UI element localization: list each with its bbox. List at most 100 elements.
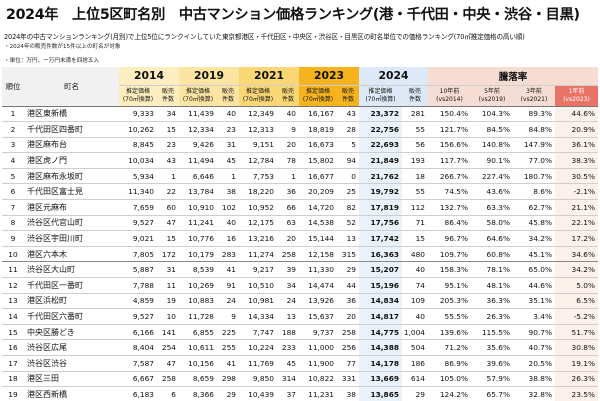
price-2019: 10,269 (179, 277, 217, 294)
count-2023: 315 (337, 246, 359, 263)
header-count-2021: 販売 件数 (277, 85, 299, 107)
price-2024: 13,865 (359, 386, 402, 401)
count-2024: 74 (402, 277, 428, 294)
count-2021: 20 (277, 137, 299, 154)
growth-3y: 90.7% (513, 324, 555, 341)
town-name: 千代田区一番町 (24, 277, 119, 294)
header-year-2014: 2014 (119, 67, 179, 86)
count-2021: 1 (277, 168, 299, 185)
count-2021: 13 (277, 308, 299, 325)
growth-5y: 90.1% (471, 152, 513, 169)
growth-5y: 65.7% (471, 386, 513, 401)
price-2014: 10,262 (119, 121, 157, 138)
growth-5y: 48.1% (471, 277, 513, 294)
price-2024: 13,669 (359, 371, 402, 388)
count-2014: 10 (157, 308, 179, 325)
price-2023: 14,720 (299, 199, 337, 216)
price-2023: 20,209 (299, 183, 337, 201)
note-target: ・2024年の販売件数が15件以上の町名が対象 (4, 44, 121, 50)
count-2023: 36 (337, 293, 359, 310)
count-2023: 28 (337, 121, 359, 138)
price-2019: 8,539 (179, 261, 217, 279)
count-2024: 186 (402, 355, 428, 372)
table-row: 10 港区六本木 7,805 172 10,179 283 11,274 258 12,158 3… (2, 246, 599, 263)
growth-5y: 26.3% (471, 308, 513, 325)
growth-5y: 227.4% (471, 168, 513, 185)
growth-5y: 115.5% (471, 324, 513, 341)
header-year-2019: 2019 (179, 67, 239, 86)
growth-3y: 89.3% (513, 106, 555, 123)
price-2024: 17,742 (359, 230, 402, 247)
growth-1y: 44.6% (555, 106, 599, 123)
count-2019: 31 (217, 137, 239, 154)
header-count-2023: 販売 件数 (337, 85, 359, 107)
growth-1y: -5.2% (555, 308, 599, 325)
count-2023: 331 (337, 371, 359, 388)
rank-cell: 10 (2, 246, 24, 263)
header-year-2021: 2021 (239, 67, 299, 86)
price-2014: 5,887 (119, 261, 157, 279)
town-name: 渋谷区宇田川町 (24, 230, 119, 247)
price-2024: 21,762 (359, 168, 402, 185)
table-row: 14 千代田区六番町 9,527 10 11,728 9 14,334 13 15,637 20 1… (2, 308, 599, 325)
price-2023: 11,231 (299, 386, 337, 401)
growth-10y: 205.3% (428, 293, 471, 310)
count-2021: 66 (277, 199, 299, 216)
count-2021: 40 (277, 106, 299, 123)
rank-cell: 18 (2, 371, 24, 388)
count-2019: 9 (217, 308, 239, 325)
town-name: 千代田区富士見 (24, 183, 119, 201)
growth-3y: 8.6% (513, 183, 555, 201)
price-2023: 16,677 (299, 168, 337, 185)
price-2024: 17,756 (359, 215, 402, 232)
count-2014: 258 (157, 371, 179, 388)
rank-cell: 15 (2, 324, 24, 341)
price-2021: 10,439 (239, 386, 277, 401)
growth-10y: 109.7% (428, 246, 471, 263)
table-row: 3 港区麻布台 8,845 23 9,426 31 9,151 20 16,673 5 22,693… (2, 137, 599, 154)
price-2021: 10,510 (239, 277, 277, 294)
price-2014: 7,805 (119, 246, 157, 263)
count-2024: 55 (402, 121, 428, 138)
count-2023: 20 (337, 308, 359, 325)
growth-10y: 121.7% (428, 121, 471, 138)
header-price-2019: 推定価格 (70㎡換算) (179, 85, 217, 107)
count-2024: 29 (402, 386, 428, 401)
price-2023: 18,819 (299, 121, 337, 138)
price-2021: 9,151 (239, 137, 277, 154)
growth-10y: 158.3% (428, 261, 471, 279)
rank-cell: 12 (2, 277, 24, 294)
town-name: 中央区勝どき (24, 324, 119, 341)
price-2021: 11,769 (239, 355, 277, 372)
growth-10y: 139.6% (428, 324, 471, 341)
price-2014: 10,034 (119, 152, 157, 169)
growth-3y: 38.8% (513, 371, 555, 388)
town-name: 千代田区四番町 (24, 121, 119, 138)
growth-3y: 40.7% (513, 339, 555, 356)
count-2014: 31 (157, 261, 179, 279)
town-name: 港区西新橋 (24, 386, 119, 401)
growth-10y: 124.2% (428, 386, 471, 401)
header-name: 町名 (24, 67, 119, 107)
growth-5y: 35.6% (471, 339, 513, 356)
count-2024: 112 (402, 199, 428, 216)
count-2024: 56 (402, 137, 428, 154)
town-name: 渋谷区広尾 (24, 339, 119, 356)
price-2023: 14,474 (299, 277, 337, 294)
price-2023: 16,673 (299, 137, 337, 154)
rank-cell: 6 (2, 183, 24, 201)
growth-10y: 117.7% (428, 152, 471, 169)
price-2024: 14,775 (359, 324, 402, 341)
price-2014: 7,659 (119, 199, 157, 216)
price-2014: 9,333 (119, 106, 157, 123)
count-2014: 23 (157, 137, 179, 154)
price-2023: 15,637 (299, 308, 337, 325)
price-2019: 10,910 (179, 199, 217, 216)
price-2019: 12,334 (179, 121, 217, 138)
price-2023: 14,538 (299, 215, 337, 232)
price-2019: 8,659 (179, 371, 217, 388)
table-row: 5 港区麻布永坂町 5,934 1 6,646 1 7,753 1 16,677 0 21,762 1… (2, 168, 599, 185)
header-growth-5y: 5年前 (vs2019) (471, 85, 513, 107)
count-2021: 20 (277, 230, 299, 247)
price-2021: 10,952 (239, 199, 277, 216)
